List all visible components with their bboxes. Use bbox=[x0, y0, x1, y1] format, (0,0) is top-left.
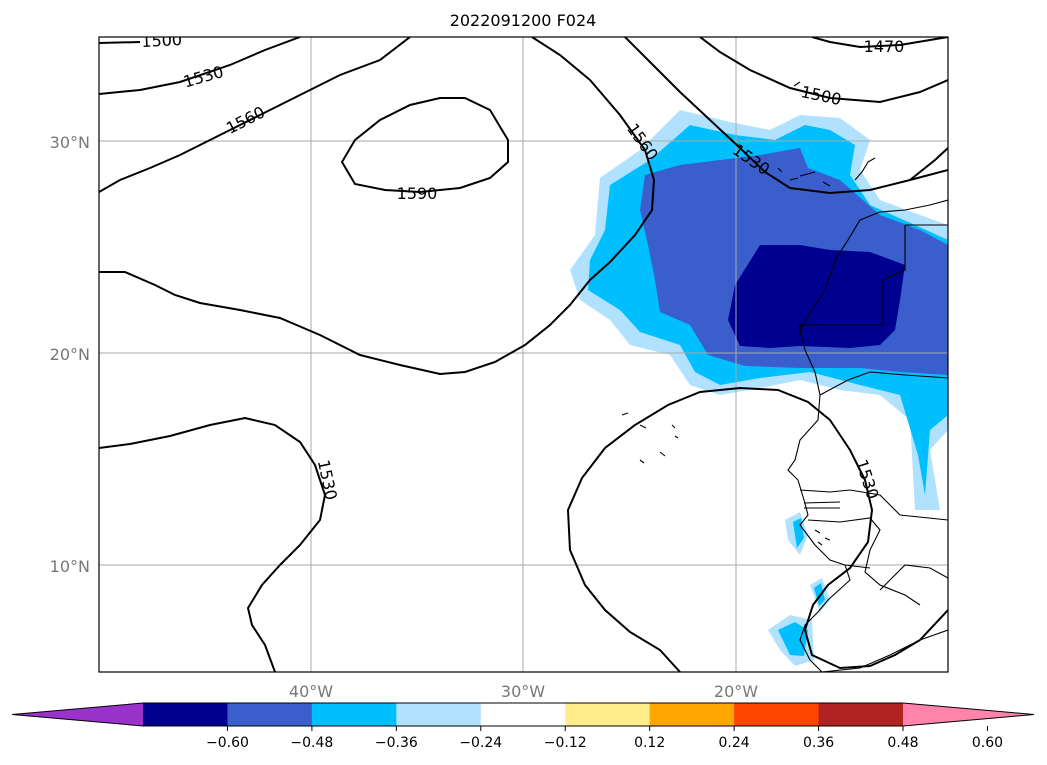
colorbar-extend-low bbox=[12, 703, 143, 726]
lat-label-20n: 20°N bbox=[50, 345, 90, 364]
senegal-border bbox=[799, 489, 948, 521]
contour-1500-west bbox=[99, 41, 141, 44]
shade-patch-1-inner bbox=[793, 518, 804, 548]
colorbar: −0.60 −0.48 −0.36 −0.24 −0.12 0.12 0.24 0.36 0.4… bbox=[11, 702, 1035, 751]
contour-1530-southeast bbox=[566, 386, 948, 672]
canary-islands bbox=[777, 157, 876, 187]
colorbar-tick-label: 0.60 bbox=[972, 735, 1003, 751]
colorbar-outline bbox=[11, 702, 1035, 727]
madeira bbox=[793, 81, 801, 87]
sierra-leone bbox=[844, 564, 948, 591]
map-title: 2022091200 F024 bbox=[450, 11, 597, 30]
colorbar-tick-label: −0.12 bbox=[544, 735, 587, 751]
liberia-coast bbox=[821, 629, 948, 672]
guinea-border bbox=[807, 517, 921, 606]
colorbar-tick-label: −0.48 bbox=[290, 735, 333, 751]
contour-east-edge bbox=[909, 147, 948, 181]
shade-patch-3-inner bbox=[814, 583, 825, 606]
colorbar-segment bbox=[734, 703, 820, 726]
contour-label: 1590 bbox=[397, 184, 438, 203]
colorbar-tick-label: −0.60 bbox=[206, 735, 249, 751]
colorbar-segment bbox=[396, 703, 482, 726]
contour-1530-east bbox=[624, 37, 948, 195]
plot-area: 1500 1530 1560 1590 1470 1560 1530 1500 … bbox=[99, 30, 948, 672]
contour-1530-west bbox=[99, 37, 301, 95]
lat-label-10n: 10°N bbox=[50, 557, 90, 576]
mauritania-mali-border bbox=[819, 371, 948, 396]
colorbar-segment bbox=[649, 703, 735, 726]
colorbar-tick-label: 0.24 bbox=[719, 735, 750, 751]
colorbar-tick-label: 0.12 bbox=[634, 735, 665, 751]
colorbar-segment bbox=[143, 703, 228, 726]
lon-label-20w: 20°W bbox=[714, 682, 758, 701]
colorbar-tick-label: −0.24 bbox=[459, 735, 502, 751]
contours bbox=[99, 37, 948, 672]
cape-verde bbox=[621, 412, 679, 464]
lon-label-40w: 40°W bbox=[289, 682, 333, 701]
anomaly-shading bbox=[570, 110, 948, 666]
contour-label: 1470 bbox=[864, 37, 905, 56]
contour-label: 1500 bbox=[141, 30, 183, 51]
contour-1560-east bbox=[99, 37, 656, 376]
contour-1560-west bbox=[99, 37, 411, 193]
colorbar-tick-label: 0.36 bbox=[803, 735, 834, 751]
colorbar-extend-high bbox=[903, 703, 1034, 726]
western-sahara-border bbox=[799, 225, 906, 335]
coastlines bbox=[621, 81, 948, 672]
lat-label-30n: 30°N bbox=[50, 133, 90, 152]
contour-1500-east bbox=[699, 37, 948, 104]
graticule bbox=[99, 37, 948, 672]
shade-navy bbox=[728, 245, 905, 348]
colorbar-segment bbox=[227, 703, 313, 726]
colorbar-segment bbox=[311, 703, 397, 726]
africa-coast bbox=[787, 199, 948, 672]
lon-label-30w: 30°W bbox=[501, 682, 545, 701]
shade-patch-2-inner bbox=[778, 622, 808, 656]
colorbar-segment bbox=[565, 703, 651, 726]
contour-1530-southwest bbox=[99, 416, 327, 672]
colorbar-tick-label: 0.48 bbox=[887, 735, 918, 751]
plot-frame bbox=[98, 36, 949, 673]
colorbar-segment bbox=[818, 703, 904, 726]
bijagos bbox=[814, 529, 831, 546]
colorbar-tick-label: −0.36 bbox=[375, 735, 418, 751]
gambia bbox=[803, 501, 841, 509]
contour-1470 bbox=[811, 37, 948, 49]
contour-1590 bbox=[340, 97, 509, 194]
colorbar-segment bbox=[480, 703, 566, 726]
